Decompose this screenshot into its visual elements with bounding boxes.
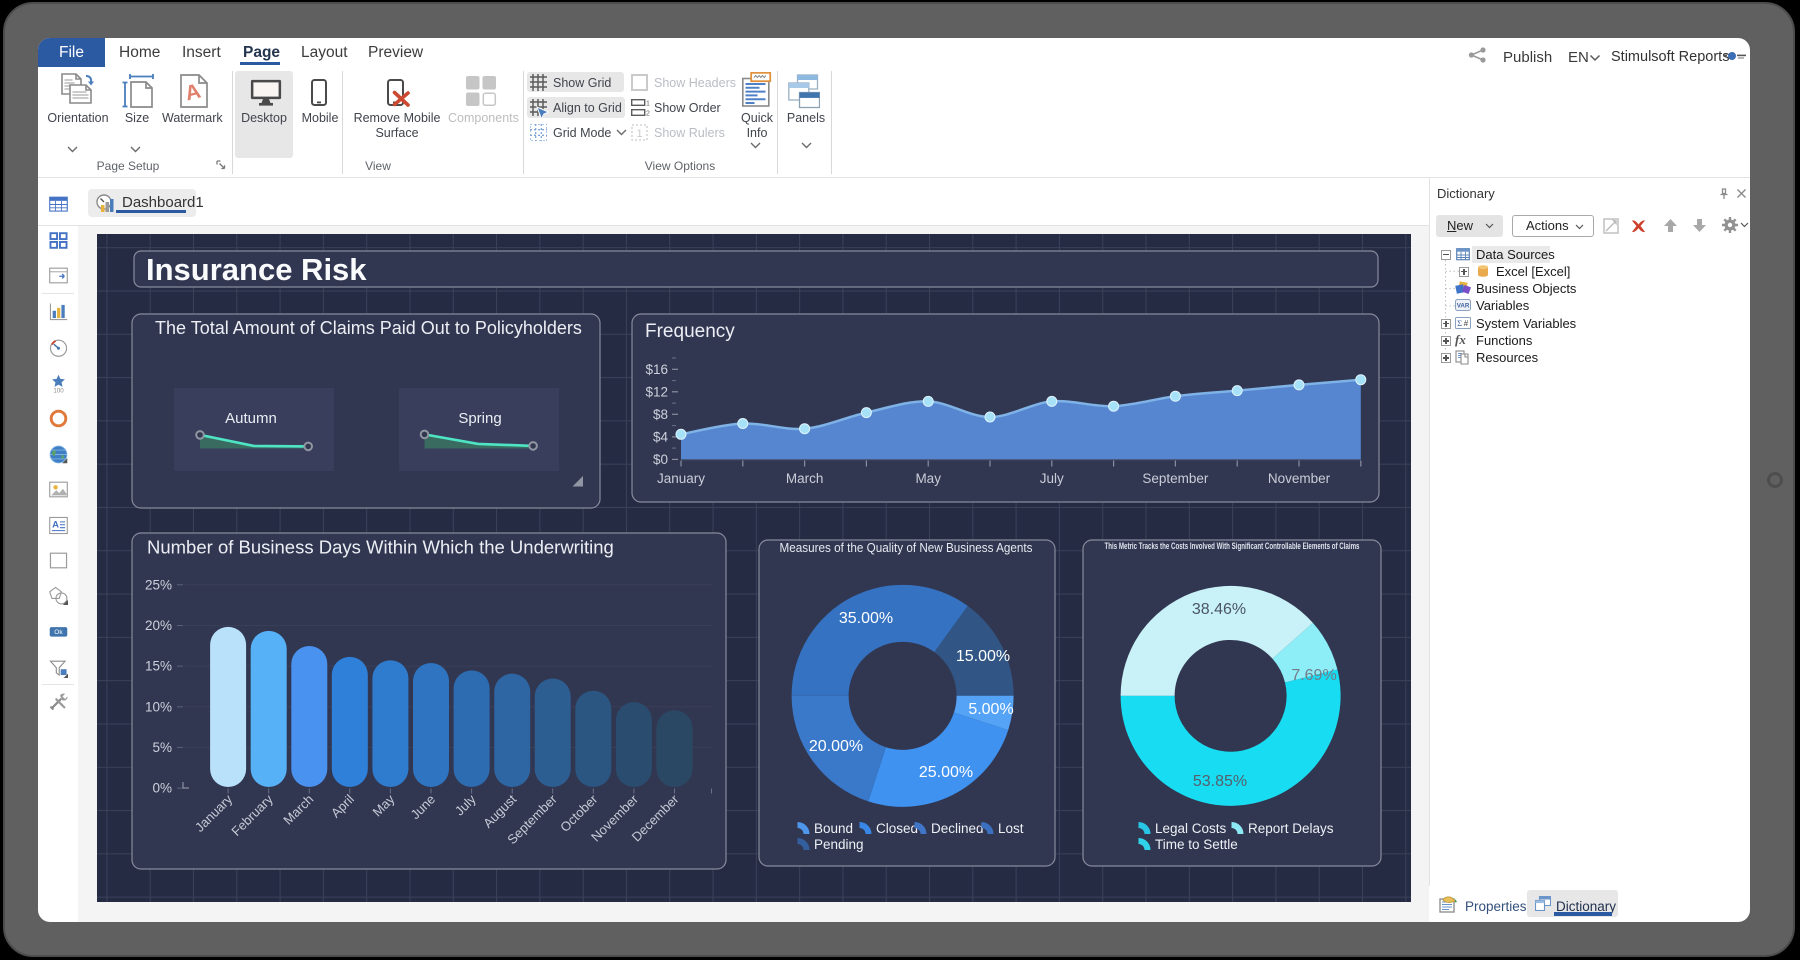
svg-text:20%: 20% xyxy=(145,618,172,633)
svg-text:25%: 25% xyxy=(145,577,172,592)
svg-text:53.85%: 53.85% xyxy=(1193,773,1247,790)
svg-text:July: July xyxy=(1040,471,1064,486)
svg-text:$12: $12 xyxy=(645,384,668,399)
svg-text:$16: $16 xyxy=(645,362,668,377)
svg-text:A: A xyxy=(52,519,59,530)
svg-text:Spring: Spring xyxy=(458,410,501,427)
svg-text:Number of Business Days Within: Number of Business Days Within Which the… xyxy=(147,537,614,558)
svg-text:Insurance Risk: Insurance Risk xyxy=(146,252,367,287)
svg-text:Σ: Σ xyxy=(1457,318,1462,328)
svg-text:35.00%: 35.00% xyxy=(839,610,893,627)
svg-text:38.46%: 38.46% xyxy=(1192,601,1246,618)
svg-text:5%: 5% xyxy=(152,740,172,755)
svg-text:25.00%: 25.00% xyxy=(919,764,973,781)
svg-text:Frequency: Frequency xyxy=(645,321,735,342)
svg-text:Pending: Pending xyxy=(814,837,864,852)
svg-text:This Metric Tracks the Costs I: This Metric Tracks the Costs Involved Wi… xyxy=(1105,541,1360,552)
svg-text:Lost: Lost xyxy=(998,821,1024,836)
svg-text:1: 1 xyxy=(646,101,650,108)
svg-text:1: 1 xyxy=(636,128,642,140)
svg-text:Report Delays: Report Delays xyxy=(1248,821,1334,836)
svg-text:Measures of the Quality of New: Measures of the Quality of New Business … xyxy=(780,541,1033,555)
svg-text:$8: $8 xyxy=(653,407,668,422)
svg-text:Declined: Declined xyxy=(931,821,984,836)
svg-text:Closed: Closed xyxy=(876,821,918,836)
svg-text:$0: $0 xyxy=(653,452,668,467)
svg-text:September: September xyxy=(1142,471,1209,486)
svg-text:100: 100 xyxy=(53,387,64,393)
svg-text:Autumn: Autumn xyxy=(225,410,277,427)
svg-text:#: # xyxy=(1464,319,1469,328)
svg-text:November: November xyxy=(1268,471,1331,486)
svg-text:20.00%: 20.00% xyxy=(809,738,863,755)
svg-text:$4: $4 xyxy=(653,429,669,444)
svg-text:A: A xyxy=(183,80,203,106)
svg-text:VAR: VAR xyxy=(1457,303,1470,310)
svg-text:January: January xyxy=(657,471,705,486)
svg-text:2: 2 xyxy=(646,111,650,117)
svg-text:Legal Costs: Legal Costs xyxy=(1155,821,1227,836)
svg-text:Bound: Bound xyxy=(814,821,853,836)
svg-text:15%: 15% xyxy=(145,659,172,674)
svg-text:May: May xyxy=(915,471,941,486)
svg-text:15.00%: 15.00% xyxy=(956,648,1010,665)
svg-text:0%: 0% xyxy=(152,781,172,796)
svg-text:5.00%: 5.00% xyxy=(968,701,1013,718)
svg-text:Ok: Ok xyxy=(54,629,63,636)
svg-text:March: March xyxy=(786,471,824,486)
svg-text:10%: 10% xyxy=(145,699,172,714)
svg-text:7.69%: 7.69% xyxy=(1291,667,1336,684)
svg-text:Time to Settle: Time to Settle xyxy=(1155,837,1238,852)
svg-text:The Total Amount of Claims Pai: The Total Amount of Claims Paid Out to P… xyxy=(155,318,582,338)
